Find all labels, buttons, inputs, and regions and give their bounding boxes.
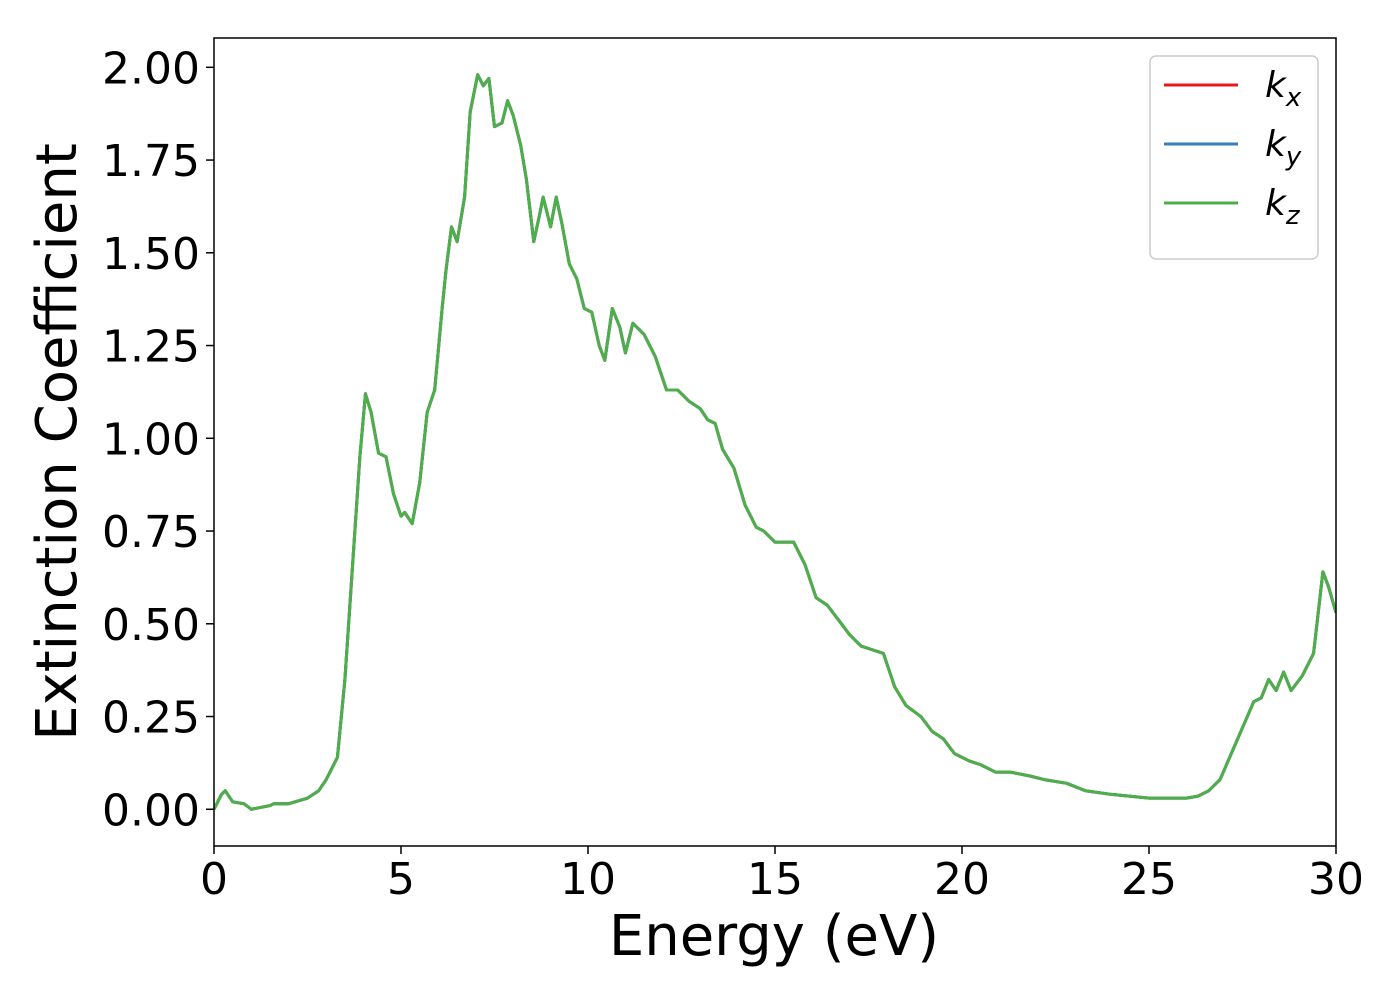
y-tick-label: 0.25	[102, 693, 200, 744]
legend-label: kz	[1265, 183, 1301, 231]
x-tick-label: 20	[934, 854, 990, 905]
y-tick-label: 0.75	[102, 507, 200, 558]
y-tick-label: 1.75	[102, 136, 200, 187]
x-tick-label: 15	[747, 854, 803, 905]
legend-label: kx	[1265, 65, 1302, 113]
y-tick-label: 1.00	[102, 414, 200, 465]
legend-label: ky	[1265, 124, 1302, 172]
data-line	[214, 73, 1336, 811]
y-tick-label: 0.00	[102, 785, 200, 836]
legend-box	[1149, 55, 1319, 260]
y-tick-label: 1.25	[102, 322, 200, 373]
y-tick-label: 1.50	[102, 229, 200, 280]
y-axis-label: Extinction Coefficient	[25, 143, 90, 741]
x-tick-label: 5	[387, 854, 415, 905]
y-tick-label: 0.50	[102, 600, 200, 651]
x-tick-label: 30	[1308, 854, 1364, 905]
x-tick-label: 10	[560, 854, 616, 905]
plot-frame	[213, 37, 1337, 847]
x-axis-label: Energy (eV)	[609, 904, 939, 969]
x-tick-label: 25	[1121, 854, 1177, 905]
x-tick-label: 0	[200, 854, 228, 905]
y-tick-label: 2.00	[102, 43, 200, 94]
